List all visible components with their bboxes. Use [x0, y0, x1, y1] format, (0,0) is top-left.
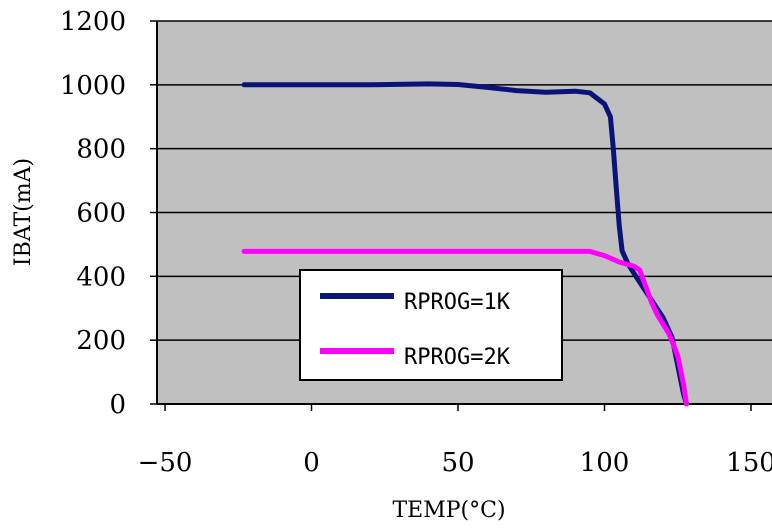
y-tick-label: 0: [109, 390, 126, 420]
y-tick-label: 800: [76, 135, 126, 165]
x-axis-label: TEMP(°C): [392, 498, 505, 523]
y-tick-label: 1200: [60, 7, 126, 37]
x-tick-label: 150: [726, 448, 772, 478]
legend-label-series-2: RPROG=2K: [404, 345, 511, 370]
y-tick-label: 400: [76, 262, 126, 292]
x-tick-label: 100: [580, 448, 630, 478]
y-tick-label: 200: [76, 326, 126, 356]
y-tick-label: 1000: [60, 71, 126, 101]
series-line-2: [241, 248, 689, 407]
series-lines: [241, 81, 689, 407]
y-axis-label: IBAT(mA): [11, 158, 36, 266]
x-tick-label: 50: [441, 448, 474, 478]
legend: RPROG=1K RPROG=2K: [299, 269, 563, 381]
legend-box: [299, 269, 563, 381]
legend-label-series-1: RPROG=1K: [404, 290, 511, 315]
series-line-1: [241, 81, 689, 407]
ticks: 0 200 400 600 800 1000 1200 −50 0 50 100 150: [60, 7, 772, 478]
y-tick-label: 600: [76, 199, 126, 229]
x-tick-label: 0: [303, 448, 320, 478]
x-tick-label: −50: [138, 448, 193, 478]
